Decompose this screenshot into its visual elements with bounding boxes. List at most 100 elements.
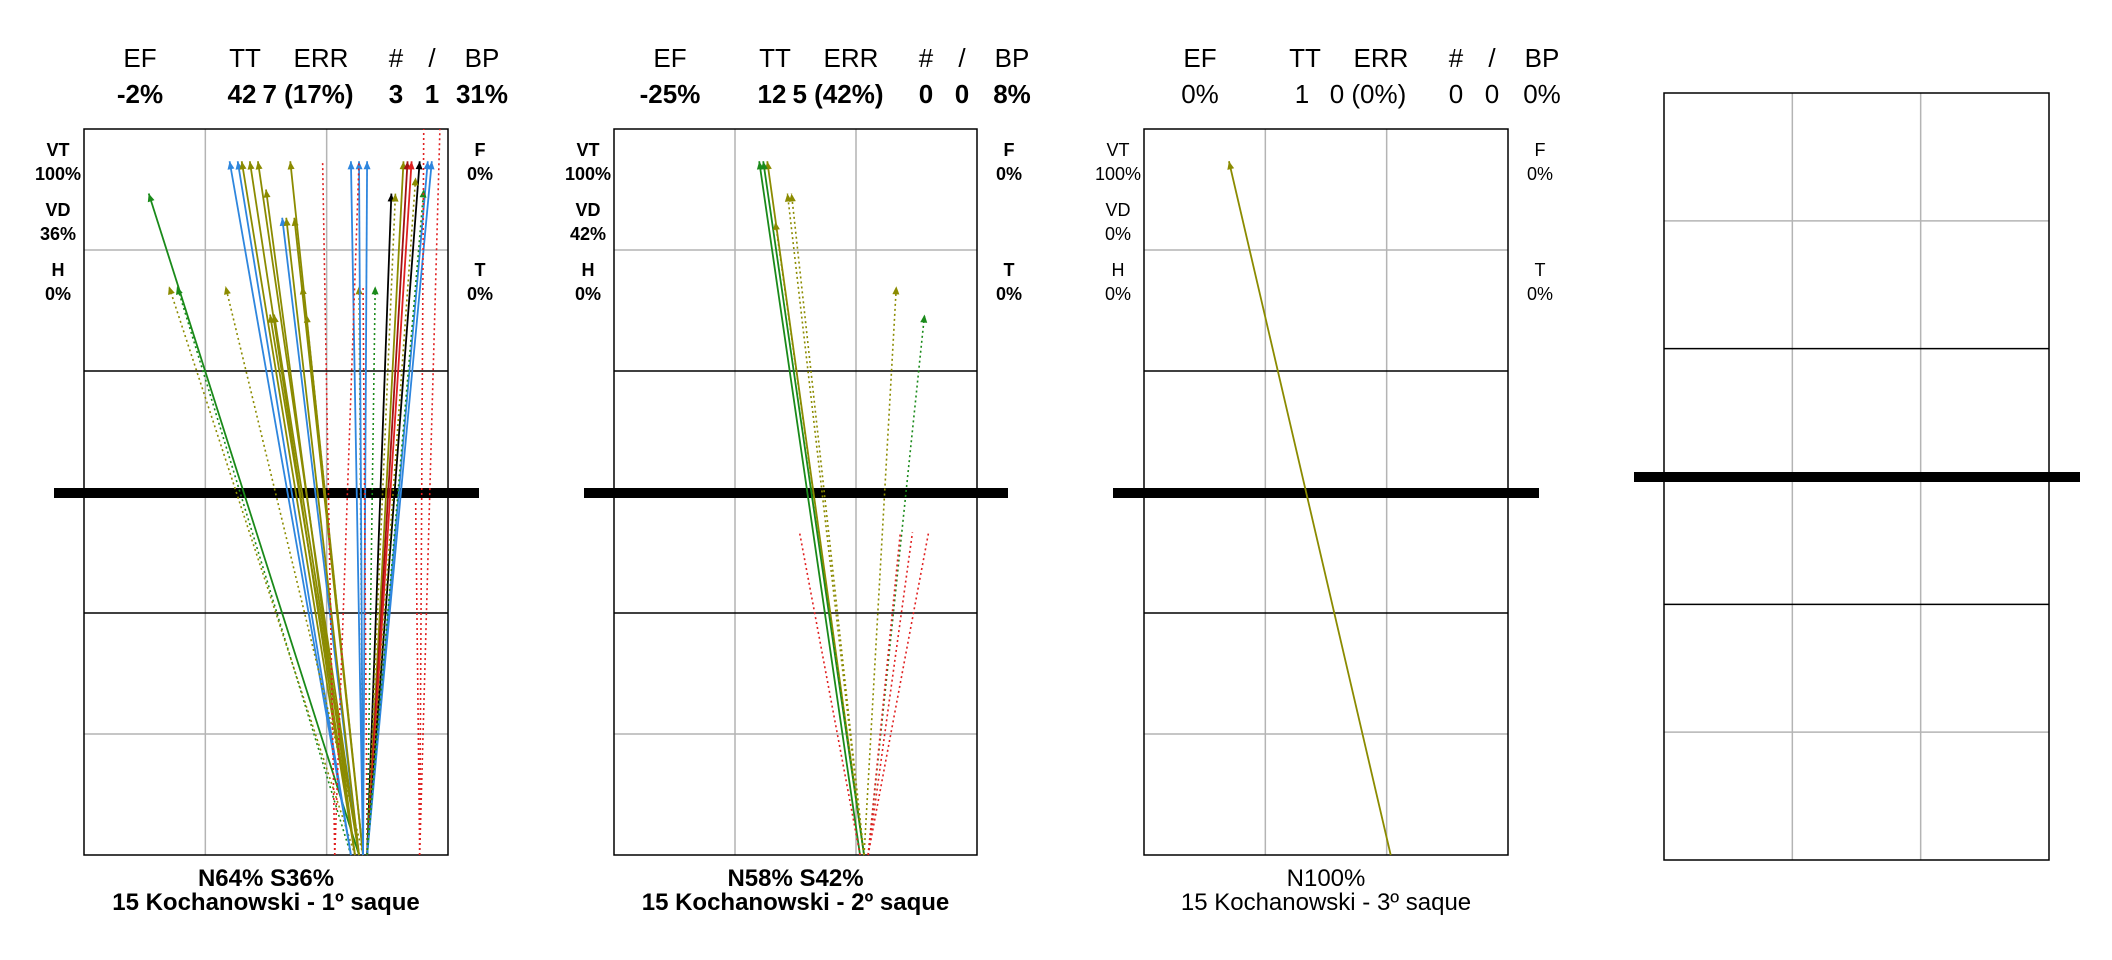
serve-trajectory: [333, 161, 360, 856]
side-value: 0%: [996, 164, 1022, 184]
trajectory-arrowhead: [303, 314, 311, 323]
stat-value: 0 (0%): [1330, 79, 1407, 109]
stat-header-label: /: [1488, 43, 1496, 73]
serve-trajectory: [366, 161, 433, 856]
side-value: 0%: [575, 284, 601, 304]
trajectory-arrowhead: [1227, 161, 1235, 170]
trajectory-arrowhead: [371, 286, 379, 295]
trajectory-arrowhead: [283, 217, 291, 227]
trajectory-arrowhead: [247, 161, 255, 170]
side-value: 0%: [1105, 224, 1131, 244]
side-label-f: F: [1004, 140, 1015, 160]
serve-trajectory: [867, 532, 930, 856]
serve-trajectory: [774, 221, 865, 856]
zone-percent: N100%: [1287, 865, 1366, 892]
stat-header-label: /: [958, 43, 966, 73]
stat-value: 8%: [993, 79, 1031, 109]
stat-header-label: BP: [995, 43, 1030, 73]
trajectory-arrowhead: [299, 286, 307, 295]
serve-trajectory: [366, 177, 417, 856]
trajectory-arrowhead: [347, 161, 355, 170]
serve-trajectory: [273, 314, 360, 856]
serve-trajectory: [798, 532, 861, 856]
side-label-t: T: [475, 260, 486, 280]
stat-value: -25%: [640, 79, 701, 109]
serve-trajectory: [1228, 161, 1392, 856]
stat-header-label: EF: [653, 43, 686, 73]
trajectory-arrowhead: [427, 161, 435, 170]
trajectory-arrowhead: [255, 161, 263, 170]
stat-header-label: ERR: [824, 43, 879, 73]
side-label-vd: VD: [575, 200, 600, 220]
trajectory-arrowhead: [788, 193, 796, 202]
side-value: 0%: [1527, 164, 1553, 184]
serve-trajectory: [366, 161, 413, 856]
panel-caption: 15 Kochanowski - 1º saque: [112, 889, 420, 916]
serve-trajectory: [176, 286, 352, 856]
trajectory-arrowhead: [168, 286, 175, 295]
trajectory-arrowhead: [892, 286, 900, 295]
trajectories: [147, 128, 441, 856]
serve-trajectory: [305, 314, 364, 856]
trajectories: [756, 161, 930, 856]
stat-header-label: #: [919, 43, 934, 73]
serve-panel-3: EF TT ERR # / BP 0% 1 0 (0%) 0 0 0% VT 100% VD 0% H 0% F 0%…: [1095, 43, 1561, 916]
trajectory-arrowhead: [224, 286, 231, 295]
trajectory-arrowhead: [407, 161, 415, 170]
stat-header-label: TT: [229, 43, 261, 73]
stat-value: 0: [1485, 79, 1499, 109]
panel-caption: 15 Kochanowski - 2º saque: [642, 889, 950, 916]
side-value: 0%: [45, 284, 71, 304]
trajectory-arrowhead: [271, 314, 279, 323]
stat-value: 0%: [1181, 79, 1219, 109]
side-label-vd: VD: [45, 200, 70, 220]
stat-header-label: TT: [759, 43, 791, 73]
serve-trajectory: [265, 189, 356, 856]
side-label-f: F: [475, 140, 486, 160]
stat-value: 1: [425, 79, 439, 109]
serve-trajectory: [790, 193, 865, 856]
trajectory-arrowhead: [239, 161, 247, 170]
serve-trajectory: [236, 161, 352, 856]
side-value: 100%: [1095, 164, 1141, 184]
stat-value: 12: [758, 79, 787, 109]
side-label-h: H: [1112, 260, 1125, 280]
zone-percent: N58% S42%: [727, 865, 863, 892]
side-value: 0%: [467, 164, 493, 184]
trajectory-arrowhead: [920, 314, 928, 323]
side-label-vt: VT: [576, 140, 599, 160]
serve-trajectory: [240, 161, 356, 856]
serve-trajectory: [285, 217, 360, 856]
stat-value: 5 (42%): [792, 79, 883, 109]
serve-trajectory: [366, 161, 421, 856]
stat-value: 1: [1295, 79, 1309, 109]
serve-trajectory: [321, 161, 336, 856]
side-label-vd: VD: [1105, 200, 1130, 220]
serve-trajectory: [418, 128, 425, 856]
trajectory-arrowhead: [415, 161, 423, 170]
stat-value: 31%: [456, 79, 508, 109]
serve-trajectory: [366, 193, 397, 856]
stat-header-label: ERR: [294, 43, 349, 73]
serve-trajectory: [414, 500, 421, 856]
trajectory-arrowhead: [411, 177, 419, 186]
side-label-vt: VT: [1106, 140, 1129, 160]
stat-header-label: /: [428, 43, 436, 73]
stat-header-label: BP: [465, 43, 500, 73]
side-label-f: F: [1535, 140, 1546, 160]
side-label-vt: VT: [46, 140, 69, 160]
stat-value: 0: [1449, 79, 1463, 109]
zone-percent: N64% S36%: [198, 865, 334, 892]
stat-header-label: TT: [1289, 43, 1321, 73]
serve-trajectory: [758, 161, 861, 856]
stat-value: 3: [389, 79, 403, 109]
side-value: 0%: [996, 284, 1022, 304]
trajectory-arrowhead: [263, 189, 271, 198]
stat-header-label: EF: [123, 43, 156, 73]
serve-trajectory: [350, 161, 364, 856]
serve-panel-1: EF TT ERR # / BP -2% 42 7 (17%) 3 1 31% VT 100% VD 36% H…: [35, 43, 508, 916]
serve-trajectory: [147, 193, 360, 856]
serve-panel-2: EF TT ERR # / BP -25% 12 5 (42%) 0 0 8% VT 100% VD 42% H…: [565, 43, 1031, 916]
serve-trajectory: [366, 189, 425, 856]
